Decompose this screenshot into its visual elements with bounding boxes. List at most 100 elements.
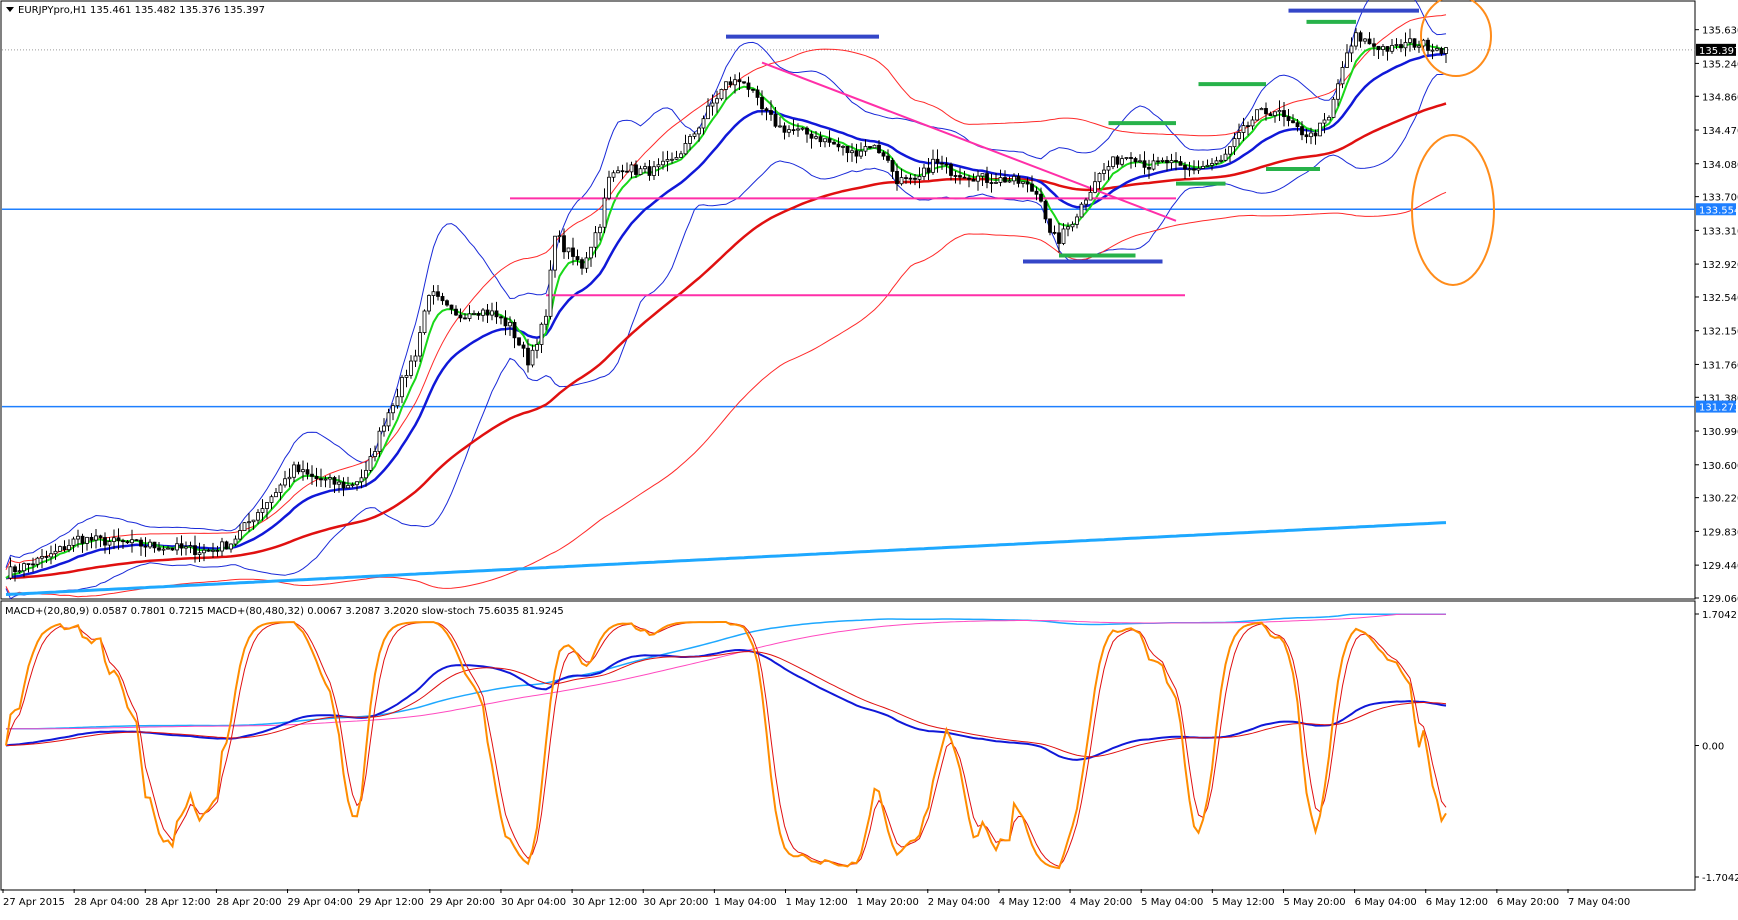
candle-body <box>121 540 125 543</box>
candle-body <box>535 344 539 351</box>
candle-body <box>1183 164 1187 170</box>
candle-body <box>1012 175 1016 182</box>
candle-body <box>1318 122 1322 137</box>
candle-body <box>1115 156 1120 165</box>
candle-body <box>760 97 764 110</box>
candle-body <box>629 164 634 173</box>
candle-body <box>1057 232 1061 244</box>
candle-body <box>764 108 769 111</box>
candle-body <box>1426 39 1430 51</box>
candle-body <box>350 484 355 487</box>
candle-body <box>674 157 679 160</box>
candle-body <box>994 182 998 184</box>
candle-body <box>553 235 557 271</box>
candle-body <box>1133 158 1138 163</box>
candle-body <box>737 79 742 83</box>
candle-body <box>998 177 1003 183</box>
candle-body <box>931 158 935 173</box>
current-price-label: 135.397 <box>1699 46 1738 57</box>
candle-body <box>539 323 544 345</box>
price-tick-label: 129.830 <box>1702 527 1738 538</box>
price-tick-label: 132.540 <box>1702 293 1738 304</box>
candle-body <box>103 537 107 546</box>
candle-body <box>296 464 301 473</box>
candle-body <box>787 129 791 133</box>
candle-body <box>1219 159 1223 162</box>
candle-body <box>1048 218 1052 233</box>
candle-body <box>1021 181 1025 184</box>
ellipse-annotation-top[interactable] <box>1420 0 1492 77</box>
candle-body <box>400 377 404 398</box>
candle-body <box>917 175 922 180</box>
candle-body <box>634 164 638 175</box>
candle-body <box>53 550 58 555</box>
candle-body <box>107 541 112 546</box>
candle-body <box>530 349 535 366</box>
candle-body <box>908 177 913 180</box>
candle-body <box>742 81 746 84</box>
indicator-pane[interactable]: MACD+(20,80,9) 0.0587 0.7801 0.7215 MACD… <box>0 600 1738 891</box>
candle-body <box>841 145 845 148</box>
candle-body <box>337 481 341 485</box>
candle-body <box>1376 45 1381 50</box>
candle-body <box>1007 180 1012 183</box>
indicator-axis: 1.7042 0.00 -1.7042 <box>1695 610 1738 884</box>
candle-body <box>548 269 553 317</box>
candle-body <box>1381 46 1385 50</box>
candle-body <box>1210 163 1214 166</box>
candle-body <box>1354 32 1358 47</box>
candle-body <box>872 144 877 149</box>
candle-body <box>391 405 395 414</box>
candle-body <box>1196 168 1201 171</box>
candle-body <box>1403 42 1408 49</box>
candle-body <box>463 317 467 320</box>
current-price-label-bg <box>1696 43 1736 56</box>
candle-body <box>26 563 31 566</box>
candle-body <box>242 522 247 531</box>
candle-body <box>935 158 940 164</box>
candle-body <box>62 546 67 551</box>
candle-body <box>1052 231 1057 234</box>
collapse-triangle-icon[interactable] <box>6 7 14 12</box>
time-tick-label: 30 Apr 12:00 <box>572 897 637 908</box>
candle-body <box>409 360 413 376</box>
candle-body <box>1043 200 1048 220</box>
candle-body <box>593 232 598 248</box>
candle-body <box>1349 45 1354 54</box>
candle-body <box>647 166 652 176</box>
candle-body <box>287 476 292 480</box>
candle-body <box>256 512 260 521</box>
candle-body <box>953 175 958 177</box>
price-tick-label: 129.440 <box>1702 561 1738 572</box>
ellipse-annotations[interactable] <box>1411 0 1495 286</box>
candle-body <box>1399 44 1403 49</box>
candle-body <box>1030 183 1034 192</box>
candle-body <box>881 152 886 157</box>
candle-body <box>1291 120 1295 124</box>
price-pane[interactable]: EURJPYpro,H1 135.461 135.482 135.376 135… <box>0 0 1738 605</box>
time-tick-label: 27 Apr 2015 <box>3 897 65 908</box>
level-annotations[interactable] <box>510 8 1419 297</box>
candle-body <box>724 81 728 90</box>
candle-body <box>836 143 841 148</box>
price-labels: 133.554 131.273 135.397 <box>1696 43 1738 414</box>
indicator-tick-label: 0.00 <box>1702 742 1724 753</box>
candle-body <box>1192 168 1196 171</box>
price-tick-label: 133.310 <box>1702 226 1738 237</box>
candle-body <box>1039 193 1043 202</box>
candle-body <box>1151 160 1156 170</box>
candle-body <box>292 464 296 478</box>
candle-body <box>661 160 665 166</box>
band-lower-blue <box>5 73 1447 600</box>
candle-body <box>310 473 314 477</box>
candle-body <box>436 291 440 297</box>
candle-body <box>1390 45 1394 52</box>
candle-body <box>1345 52 1349 68</box>
time-tick-label: 5 May 12:00 <box>1212 897 1274 908</box>
candle-body <box>116 537 121 542</box>
candle-body <box>976 175 980 182</box>
candle-body <box>818 136 823 143</box>
candle-body <box>382 425 386 432</box>
ellipse-annotation-right[interactable] <box>1411 134 1495 286</box>
